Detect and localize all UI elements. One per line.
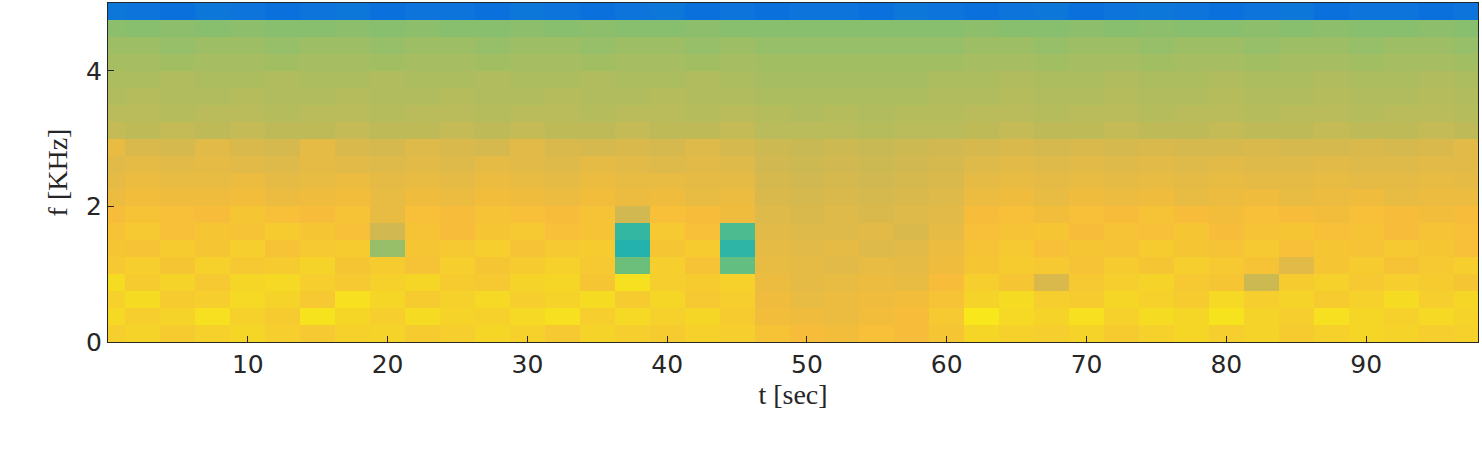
svg-text:50: 50 bbox=[791, 350, 823, 379]
svg-text:t [sec]: t [sec] bbox=[758, 379, 827, 410]
svg-text:f [KHz]: f [KHz] bbox=[42, 129, 73, 217]
svg-text:90: 90 bbox=[1350, 350, 1382, 379]
svg-text:20: 20 bbox=[372, 350, 404, 379]
svg-text:70: 70 bbox=[1071, 350, 1103, 379]
svg-text:0: 0 bbox=[86, 328, 102, 357]
svg-text:2: 2 bbox=[86, 192, 102, 221]
svg-text:30: 30 bbox=[511, 350, 543, 379]
svg-text:10: 10 bbox=[232, 350, 264, 379]
svg-text:80: 80 bbox=[1210, 350, 1242, 379]
svg-text:40: 40 bbox=[651, 350, 683, 379]
svg-text:60: 60 bbox=[931, 350, 963, 379]
svg-text:4: 4 bbox=[86, 57, 102, 86]
